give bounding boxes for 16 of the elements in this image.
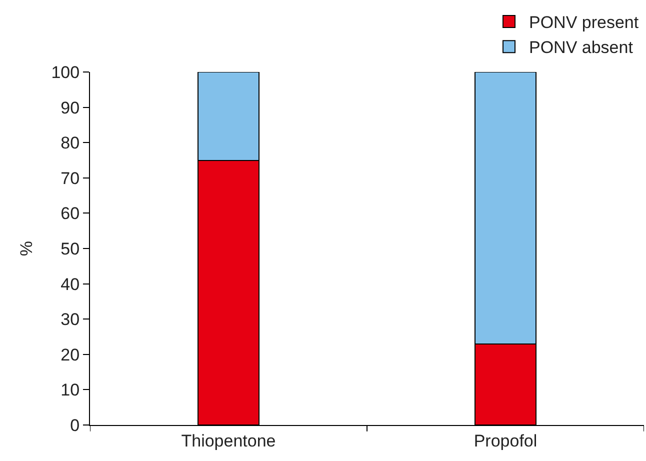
- legend-label: PONV present: [529, 13, 639, 32]
- y-tick-label: 40: [60, 274, 80, 294]
- y-tick-label: 70: [60, 168, 80, 188]
- y-tick-label: 100: [51, 62, 80, 82]
- y-tick-label: 60: [60, 204, 80, 224]
- y-tick-label: 0: [70, 416, 80, 435]
- y-tick-label: 80: [60, 134, 80, 153]
- y-tick-label: 20: [60, 345, 80, 364]
- y-tick-label: 90: [60, 98, 80, 118]
- y-tick-label: 50: [60, 239, 80, 258]
- legend-label: PONV absent: [529, 38, 634, 58]
- y-axis-title: %: [16, 240, 36, 256]
- y-tick-label: 10: [60, 380, 80, 400]
- x-tick-label: Thiopentone: [181, 431, 276, 450]
- y-tick-label: 30: [60, 310, 80, 330]
- x-tick-label: Propofol: [474, 431, 538, 450]
